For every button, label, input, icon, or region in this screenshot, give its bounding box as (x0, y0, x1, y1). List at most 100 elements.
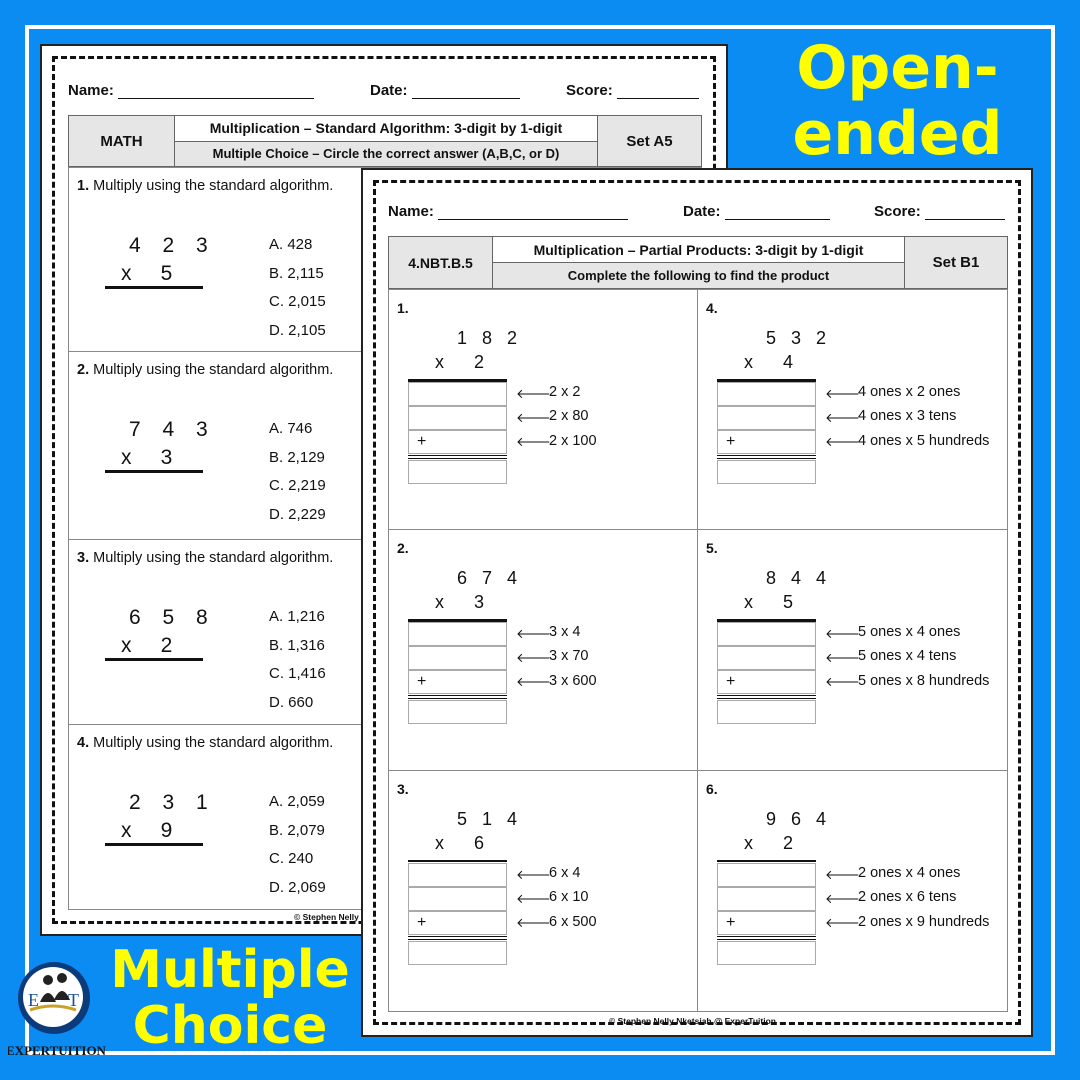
partial-product-input[interactable] (717, 862, 816, 887)
questions-box: 1. Multiply using the standard algorithm… (68, 167, 702, 910)
partial-product-input[interactable] (717, 646, 816, 671)
multiplicand: 2 3 1 (129, 791, 216, 814)
score-field[interactable] (616, 98, 699, 99)
logo-icon: E T EXPERTUITION (6, 962, 107, 1058)
double-rule (408, 695, 507, 700)
date-field[interactable] (724, 219, 830, 220)
problem-cell: 3. 5 1 4 x 6 🡐 6 x 4 🡐 6 x 10 + 🡐 6 x 500 (389, 770, 698, 1011)
headline-line: ended (792, 99, 1003, 169)
multiplicand: 5 1 4 (457, 808, 523, 829)
multiplier: x 2 (121, 634, 173, 657)
worksheet-header: 4.NBT.B.5 Multiplication – Partial Produ… (388, 236, 1008, 289)
score-label: Score: (566, 82, 613, 99)
arrow-left-icon: 🡐 (825, 626, 860, 642)
partial-product-label: 4 ones x 5 hundreds (858, 433, 990, 449)
svg-text:T: T (68, 990, 79, 1010)
partial-product-label: 5 ones x 8 hundreds (858, 673, 990, 690)
partial-product-label: 2 ones x 9 hundreds (858, 913, 990, 930)
answer-choice[interactable]: A. 746 (269, 420, 313, 437)
svg-text:EXPERTUITION: EXPERTUITION (8, 1043, 107, 1058)
set-label: Set A5 (598, 116, 701, 166)
multiplicand: 6 7 4 (457, 568, 523, 589)
problem-cell: 2. 6 7 4 x 3 🡐 3 x 4 🡐 3 x 70 + 🡐 3 x 600 (389, 530, 698, 771)
partial-product-input[interactable] (717, 406, 816, 430)
product-input[interactable] (717, 460, 816, 484)
product-input[interactable] (717, 940, 816, 965)
partial-product-input[interactable] (408, 862, 507, 887)
partial-product-input[interactable]: + (717, 430, 816, 454)
multiplicand: 1 8 2 (457, 328, 523, 348)
product-input[interactable] (408, 460, 507, 484)
answer-choice[interactable]: D. 2,105 (269, 321, 326, 339)
answer-choice[interactable]: C. 2,015 (269, 293, 326, 310)
product-input[interactable] (408, 940, 507, 965)
arrow-left-icon: 🡐 (516, 650, 551, 666)
multiplier: x 4 (744, 352, 794, 372)
partial-product-input[interactable] (408, 886, 507, 911)
partial-product-input[interactable] (408, 646, 507, 671)
problem-cell: 1. 1 8 2 x 2 🡐 2 x 2 🡐 2 x 80 + 🡐 2 x 100 (389, 290, 698, 531)
answer-choice[interactable]: B. 1,316 (269, 636, 325, 654)
headline-line: Multiple (110, 940, 350, 1000)
arrow-left-icon: 🡐 (825, 410, 860, 425)
partial-product-input[interactable] (408, 622, 507, 647)
open-ended-headline: Open- ended (790, 38, 1005, 164)
arrow-left-icon: 🡐 (516, 434, 551, 449)
date-field[interactable] (411, 98, 520, 99)
arrow-left-icon: 🡐 (516, 386, 551, 401)
answer-choice[interactable]: B. 2,115 (269, 264, 324, 282)
rule (408, 379, 507, 382)
double-rule (408, 455, 507, 459)
answer-choice[interactable]: A. 428 (269, 236, 313, 253)
answer-choice[interactable]: D. 2,229 (269, 505, 326, 523)
score-field[interactable] (924, 219, 1005, 220)
multiplier: x 5 (121, 262, 173, 285)
problem-number: 1. (397, 300, 409, 316)
standard-label: 4.NBT.B.5 (389, 237, 492, 288)
multiplier: x 2 (435, 352, 485, 372)
answer-rule (105, 658, 203, 661)
multiplier: x 9 (121, 819, 173, 842)
svg-text:E: E (28, 990, 39, 1010)
double-rule (717, 695, 816, 700)
partial-product-input[interactable]: + (717, 910, 816, 935)
answer-choice[interactable]: A. 2,059 (269, 793, 325, 810)
partial-product-input[interactable]: + (408, 430, 507, 454)
answer-choice[interactable]: B. 2,129 (269, 448, 325, 466)
partial-product-input[interactable] (408, 406, 507, 430)
partial-product-input[interactable] (408, 382, 507, 406)
multiplicand: 8 4 4 (766, 568, 832, 589)
arrow-left-icon: 🡐 (825, 914, 860, 930)
worksheet-instructions: Complete the following to find the produ… (493, 262, 904, 288)
answer-choice[interactable]: C. 2,219 (269, 477, 326, 494)
multiplicand: 6 5 8 (129, 606, 216, 629)
answer-choice[interactable]: D. 2,069 (269, 878, 326, 896)
answer-rule (105, 470, 203, 473)
arrow-left-icon: 🡐 (825, 650, 860, 666)
name-field[interactable] (437, 219, 628, 220)
partial-product-label: 6 x 4 (549, 864, 581, 881)
answer-choice[interactable]: D. 660 (269, 693, 314, 711)
product-input[interactable] (408, 700, 507, 725)
name-label: Name: (68, 82, 114, 99)
answer-choice[interactable]: A. 1,216 (269, 608, 325, 625)
name-field[interactable] (117, 98, 314, 99)
partial-product-input[interactable]: + (717, 670, 816, 695)
answer-choice[interactable]: B. 2,079 (269, 821, 325, 839)
partial-product-label: 5 ones x 4 ones (858, 624, 961, 641)
product-input[interactable] (717, 700, 816, 725)
partial-product-input[interactable]: + (408, 910, 507, 935)
partial-product-input[interactable]: + (408, 670, 507, 695)
problem-number: 4. (706, 300, 718, 316)
partial-product-input[interactable] (717, 886, 816, 911)
worksheet-header: MATH Multiplication – Standard Algorithm… (68, 115, 702, 167)
problem-number: 5. (706, 540, 718, 557)
partial-product-input[interactable] (717, 622, 816, 647)
partial-product-input[interactable] (717, 382, 816, 406)
question-row: 2. Multiply using the standard algorithm… (69, 352, 701, 540)
answer-choice[interactable]: C. 240 (269, 850, 314, 867)
partial-product-label: 3 x 70 (549, 648, 589, 665)
rule (717, 859, 816, 863)
answer-choice[interactable]: C. 1,416 (269, 665, 326, 682)
credit: © Stephen Nelly (294, 912, 359, 922)
